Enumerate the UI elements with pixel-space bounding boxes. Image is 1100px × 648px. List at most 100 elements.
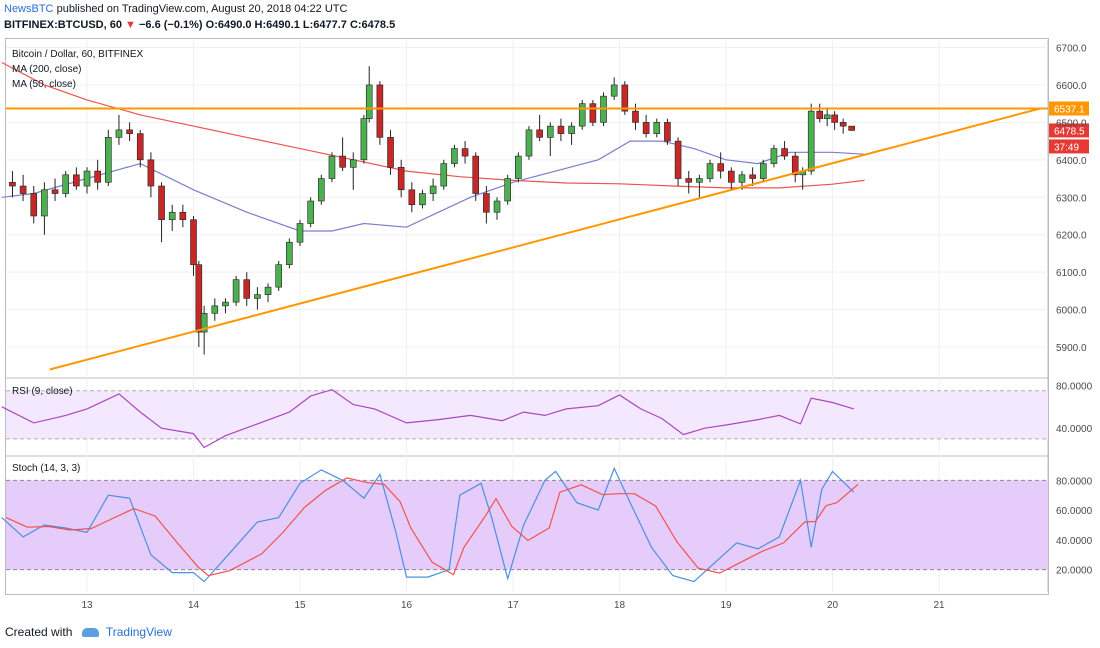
bear-candle (397, 167, 405, 191)
bear-candle (632, 110, 639, 123)
bear-candle (674, 140, 682, 179)
bear-candle (816, 110, 824, 119)
x-tick-label: 14 (188, 600, 200, 611)
bull-candle (770, 148, 778, 164)
tradingview-link[interactable]: TradingView (105, 625, 172, 639)
x-tick-label: 15 (294, 600, 306, 611)
bear-candle (408, 189, 416, 206)
x-tick-label: 18 (614, 600, 626, 611)
bear-candle (73, 174, 80, 187)
rsi-panel-title: RSI (9, close) (12, 386, 73, 397)
created-with-label: Created with (5, 625, 73, 639)
ma50-label: MA (50, close) (12, 79, 76, 90)
bull-candle (515, 155, 522, 179)
bull-candle (759, 163, 767, 179)
bear-candle (9, 181, 16, 187)
x-tick-label: 13 (81, 600, 93, 611)
symbol-line: BITFINEX:BTCUSD, 60 ▼ −6.6 (−0.1%) O:649… (4, 19, 395, 31)
price-tick-label: 6300.0 (1056, 193, 1087, 204)
bear-candle (642, 122, 650, 134)
bear-candle (136, 133, 144, 161)
publisher-name[interactable]: NewsBTC (4, 3, 54, 15)
bull-candle (83, 170, 91, 187)
bull-candle (317, 178, 325, 202)
bear-candle (483, 193, 490, 213)
bull-candle (360, 118, 368, 161)
price-panel-title: Bitcoin / Dollar, 60, BITFINEX (12, 49, 143, 60)
bull-candle (222, 301, 229, 307)
bull-candle (653, 122, 661, 134)
bear-candle (589, 103, 597, 123)
bull-candle (578, 103, 586, 127)
bear-candle (831, 114, 838, 123)
ma200-label: MA (200, close) (12, 64, 81, 75)
stoch-tick-label: 20.0000 (1056, 566, 1093, 577)
price-tick-label: 6400.0 (1056, 156, 1087, 167)
bull-candle (451, 148, 458, 164)
bear-candle (158, 185, 165, 221)
publish-line: NewsBTC published on TradingView.com, Au… (4, 3, 347, 15)
ma200-line (1, 61, 865, 189)
bull-candle (275, 264, 283, 288)
bull-candle (115, 129, 123, 138)
bull-candle (328, 155, 336, 179)
bull-candle (105, 137, 112, 183)
bull-candle (807, 110, 815, 172)
bull-candle (493, 200, 501, 213)
bull-candle (349, 159, 357, 168)
symbol-label: BITFINEX:BTCUSD, 60 (4, 19, 122, 31)
bull-candle (307, 200, 314, 224)
x-tick-label: 17 (507, 600, 519, 611)
price-tick-label: 6600.0 (1056, 81, 1087, 92)
bear-candle (717, 163, 724, 172)
bull-candle (419, 193, 426, 206)
bear-candle (51, 189, 59, 194)
bull-candle (286, 241, 293, 265)
bull-candle (610, 84, 618, 97)
bull-candle (440, 163, 448, 187)
bear-candle (243, 279, 251, 299)
bear-candle (94, 170, 101, 183)
stoch-k-line (1, 466, 855, 583)
rsi-band (6, 390, 1048, 439)
last-price-tag: 6478.5 (1054, 126, 1085, 137)
bear-candle (664, 122, 671, 142)
bull-candle (41, 189, 48, 217)
resistance-price-tag: 6537.1 (1054, 104, 1085, 115)
stoch-tick-label: 40.0000 (1056, 536, 1093, 547)
bear-candle (781, 148, 788, 157)
price-tick-label: 5900.0 (1056, 343, 1087, 354)
countdown-tag: 37:49 (1054, 142, 1079, 153)
rsi-line (1, 388, 854, 449)
bear-candle (147, 159, 155, 187)
bull-candle (738, 174, 746, 183)
countdown-tag-bg (1049, 139, 1089, 154)
bull-candle (696, 178, 703, 183)
stoch-panel-title: Stoch (14, 3, 3) (12, 463, 80, 474)
ohlc-readout: −6.6 (−0.1%) O:6490.0 H:6490.1 L:6477.7 … (138, 19, 396, 31)
bear-candle (461, 148, 469, 157)
x-tick-label: 20 (827, 600, 839, 611)
bull-candle (546, 125, 554, 138)
x-tick-label: 19 (720, 600, 732, 611)
price-tick-label: 6100.0 (1056, 268, 1087, 279)
bear-candle (557, 125, 565, 134)
footer: Created with TradingView (5, 625, 172, 639)
x-tick-label: 21 (933, 600, 945, 611)
stoch-d-line (5, 477, 859, 577)
bear-candle (848, 125, 855, 131)
resistance-price-tag-bg (1049, 101, 1089, 116)
bear-candle (376, 84, 384, 138)
bear-candle (685, 178, 693, 183)
bull-candle (706, 163, 714, 179)
bull-candle (211, 305, 219, 314)
price-tick-label: 6200.0 (1056, 231, 1087, 242)
last-price-tag-bg (1049, 123, 1089, 138)
bull-candle (568, 125, 575, 134)
bear-candle (472, 155, 480, 194)
bull-candle (504, 178, 511, 202)
published-text: published on TradingView.com, August 20,… (56, 3, 348, 15)
rsi-tick-label: 40.0000 (1056, 424, 1093, 435)
bull-candle (429, 185, 437, 194)
